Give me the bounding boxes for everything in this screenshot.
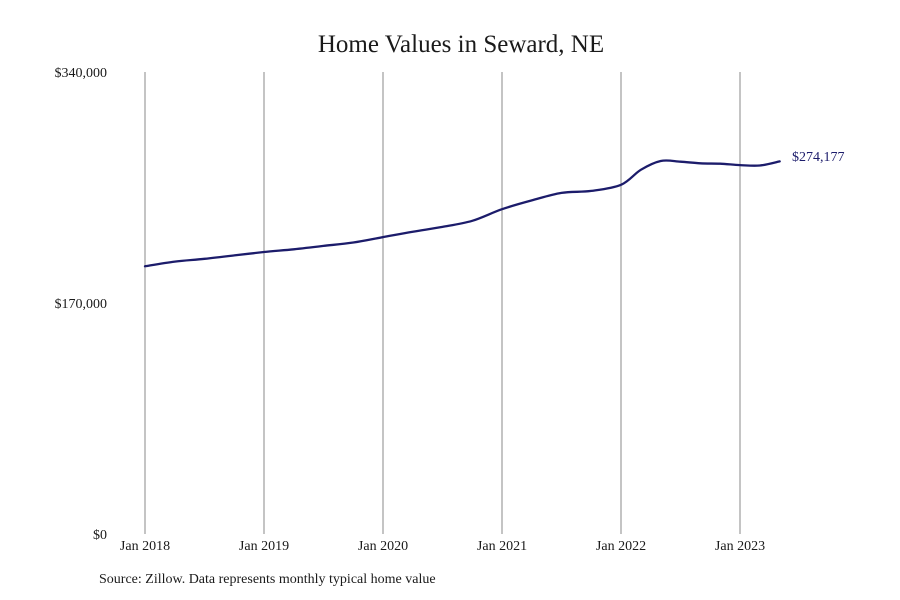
series-line: [143, 159, 781, 268]
y-tick-label: $340,000: [55, 66, 108, 81]
x-tick-label: Jan 2020: [358, 539, 408, 554]
source-note: Source: Zillow. Data represents monthly …: [99, 572, 436, 587]
x-tick-label: Jan 2019: [239, 539, 289, 554]
x-tick-label: Jan 2022: [596, 539, 646, 554]
chart-title: Home Values in Seward, NE: [318, 31, 604, 58]
x-tick-label: Jan 2021: [477, 539, 527, 554]
grid-lines: [144, 72, 741, 534]
end-value-label: $274,177: [792, 150, 845, 165]
x-tick-label: Jan 2018: [120, 539, 170, 554]
y-tick-label: $170,000: [55, 297, 108, 312]
x-tick-label: Jan 2023: [715, 539, 765, 554]
y-axis-ticks: $0 $170,000 $340,000: [55, 66, 108, 543]
x-axis-ticks: Jan 2018 Jan 2019 Jan 2020 Jan 2021 Jan 2022…: [120, 539, 765, 554]
y-tick-label: $0: [93, 528, 107, 543]
